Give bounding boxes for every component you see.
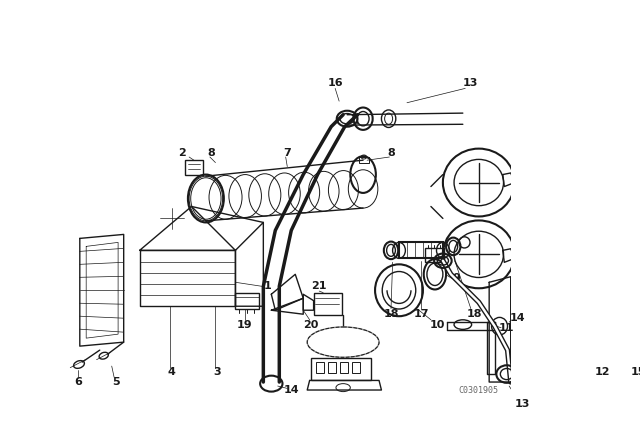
Text: 8: 8 <box>387 148 395 158</box>
Text: 8: 8 <box>207 148 215 158</box>
Bar <box>359 157 369 164</box>
Bar <box>328 362 336 373</box>
Text: 3: 3 <box>213 367 221 378</box>
Text: 12: 12 <box>595 367 610 378</box>
Text: 16: 16 <box>327 78 343 88</box>
Bar <box>426 248 444 263</box>
Text: 13: 13 <box>515 399 531 409</box>
Text: C0301905: C0301905 <box>459 386 499 395</box>
Bar <box>311 358 371 380</box>
Bar <box>314 293 342 315</box>
Text: 5: 5 <box>112 377 120 387</box>
Text: 1: 1 <box>264 281 271 291</box>
Bar <box>316 362 324 373</box>
Text: 6: 6 <box>74 377 82 387</box>
Bar <box>185 160 203 175</box>
Text: 14: 14 <box>509 313 525 323</box>
Text: 2: 2 <box>178 148 186 158</box>
Text: 17: 17 <box>413 309 429 319</box>
Text: 11: 11 <box>499 323 515 333</box>
Text: 14: 14 <box>284 385 299 395</box>
Text: 4: 4 <box>168 367 175 378</box>
Text: 9: 9 <box>452 273 460 283</box>
Text: 21: 21 <box>312 281 327 291</box>
Text: 18: 18 <box>383 309 399 319</box>
Text: 13: 13 <box>463 78 479 88</box>
Text: 20: 20 <box>303 319 319 330</box>
Text: 18: 18 <box>467 309 483 319</box>
Text: 15: 15 <box>630 367 640 378</box>
Text: 10: 10 <box>429 319 445 330</box>
Text: 19: 19 <box>237 319 253 330</box>
Bar <box>236 293 259 309</box>
Bar <box>399 242 443 258</box>
Bar <box>352 362 360 373</box>
Bar <box>340 362 348 373</box>
Text: 7: 7 <box>284 148 291 158</box>
